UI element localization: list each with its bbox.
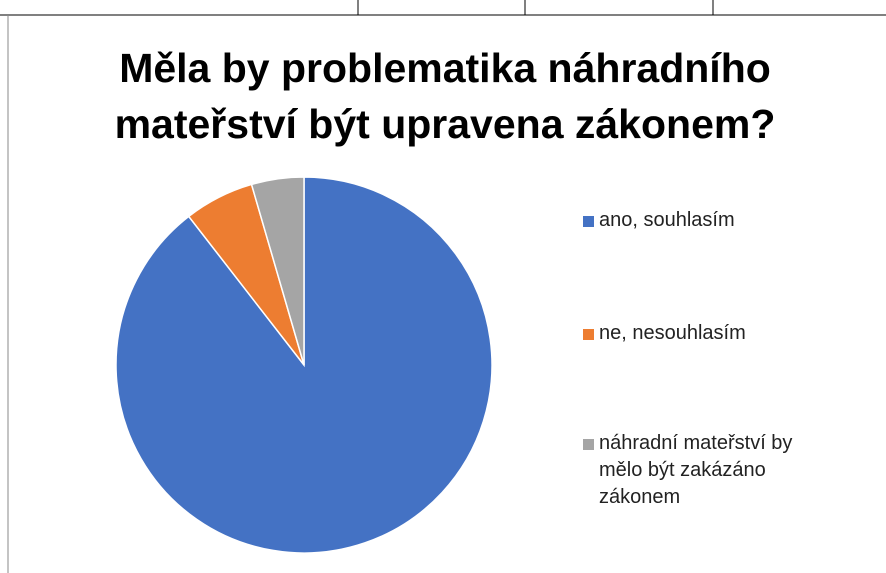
legend-swatch <box>583 329 594 340</box>
legend-item: ano, souhlasím <box>583 207 859 234</box>
legend-label: náhradní mateřství by mělo být zakázáno … <box>599 432 793 508</box>
legend-label: ano, souhlasím <box>599 209 735 231</box>
pie <box>115 176 493 554</box>
legend-item: náhradní mateřství by mělo být zakázáno … <box>583 430 809 511</box>
legend-swatch <box>583 216 594 227</box>
legend-item: ne, nesouhlasím <box>583 320 859 347</box>
chart-title: Měla by problematika náhradního mateřstv… <box>114 45 776 147</box>
legend-label: ne, nesouhlasím <box>599 322 746 344</box>
legend-swatch <box>583 439 594 450</box>
pie-slice <box>250 176 305 366</box>
